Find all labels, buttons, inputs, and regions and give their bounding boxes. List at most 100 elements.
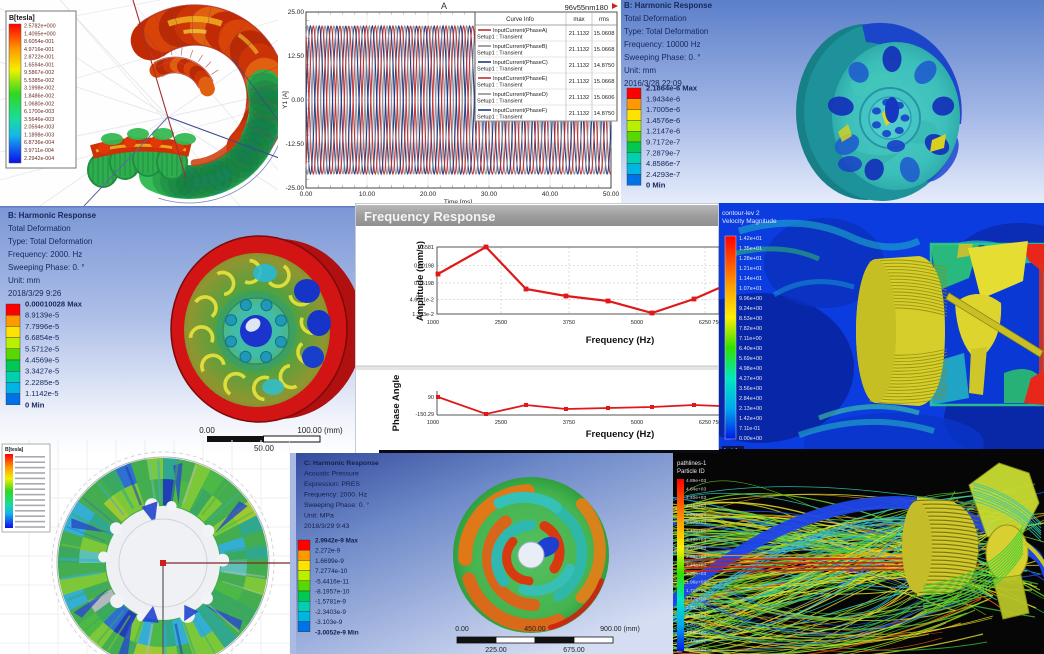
svg-text:0.00e+00: 0.00e+00 [686,647,706,653]
svg-text:9.96e+00: 9.96e+00 [739,296,762,302]
svg-text:2.9942e-9 Max: 2.9942e-9 Max [315,538,358,545]
svg-text:21.1132: 21.1132 [569,63,590,69]
svg-text:1.6581: 1.6581 [417,245,434,251]
svg-text:0.00010028 Max: 0.00010028 Max [25,300,83,309]
svg-text:20.00: 20.00 [420,191,437,198]
svg-text:2.1864e-6 Max: 2.1864e-6 Max [646,84,698,93]
svg-text:Sweeping Phase: 0. °: Sweeping Phase: 0. ° [304,501,369,509]
svg-text:0.00: 0.00 [455,626,469,633]
svg-text:7.82e+00: 7.82e+00 [739,326,762,332]
svg-text:96v55nm180: 96v55nm180 [565,3,608,12]
svg-text:1.1142e-5: 1.1142e-5 [25,389,59,398]
svg-text:Sweeping Phase: 0. °: Sweeping Phase: 0. ° [624,53,701,62]
svg-text:3.56e+00: 3.56e+00 [739,386,762,392]
svg-text:15.0668: 15.0668 [594,79,615,85]
svg-text:Velocity Magnitude: Velocity Magnitude [722,218,777,225]
svg-text:9.7172e-7: 9.7172e-7 [646,138,680,147]
svg-text:Type: Total Deformation: Type: Total Deformation [624,27,708,36]
svg-text:750: 750 [712,420,719,426]
svg-text:C: Harmonic Response: C: Harmonic Response [304,460,379,467]
svg-text:Acoustic Pressure: Acoustic Pressure [304,471,359,478]
svg-text:-12.50: -12.50 [286,141,305,148]
svg-text:12.50: 12.50 [288,53,305,60]
svg-text:3.67e+03: 3.67e+03 [686,520,706,526]
svg-text:1.71e+03: 1.71e+03 [686,588,706,594]
svg-text:0 Min: 0 Min [25,400,45,409]
svg-text:7.11e-01: 7.11e-01 [739,426,760,432]
svg-text:6.1700e-003: 6.1700e-003 [24,109,54,115]
svg-text:2.272e-9: 2.272e-9 [315,548,341,555]
svg-text:contour-lev 2: contour-lev 2 [722,210,760,217]
svg-text:21.1132: 21.1132 [569,95,590,101]
svg-text:0.50198: 0.50198 [414,264,434,270]
svg-text:2.20e+03: 2.20e+03 [686,571,706,577]
svg-text:Expression: PRES: Expression: PRES [304,481,360,488]
svg-text:1.9434e-6: 1.9434e-6 [646,94,680,103]
svg-text:0.00: 0.00 [199,426,215,435]
svg-text:225.00: 225.00 [485,647,507,654]
svg-text:3.42e+03: 3.42e+03 [686,529,706,535]
svg-text:1.4576e-6: 1.4576e-6 [646,116,680,125]
svg-text:0.00: 0.00 [291,97,304,104]
svg-text:15.0606: 15.0606 [594,95,615,101]
svg-text:Frequency: 2000. Hz: Frequency: 2000. Hz [304,492,368,499]
svg-text:-8.1957e-10: -8.1957e-10 [315,589,350,596]
svg-text:-5.4416e-11: -5.4416e-11 [315,578,349,585]
svg-text:Setup1 : Transient: Setup1 : Transient [477,99,523,105]
svg-text:5000: 5000 [631,420,643,426]
svg-text:8.53e+00: 8.53e+00 [739,316,762,322]
svg-text:Frequency: 2000. Hz: Frequency: 2000. Hz [8,250,82,259]
svg-text:4.4569e-5: 4.4569e-5 [25,356,59,365]
svg-text:1.42e+01: 1.42e+01 [739,236,762,242]
svg-text:Unit: MPa: Unit: MPa [304,513,334,520]
svg-text:50.00: 50.00 [254,444,275,453]
svg-text:B[tesla]: B[tesla] [9,15,35,22]
svg-text:Curve Info: Curve Info [506,17,534,23]
svg-text:3.3427e-5: 3.3427e-5 [25,367,59,376]
svg-text:3.5646e-003: 3.5646e-003 [24,117,54,123]
svg-text:-3.0052e-9 Min: -3.0052e-9 Min [315,629,359,636]
svg-text:Type: Total Deformation: Type: Total Deformation [8,237,92,246]
svg-text:InputCurrent(PhaseB): InputCurrent(PhaseB) [493,44,548,50]
svg-text:2.44e+02: 2.44e+02 [686,639,706,645]
svg-text:Setup1 : Transient: Setup1 : Transient [477,51,523,57]
svg-text:B[tesla]: B[tesla] [5,447,24,453]
svg-text:2.5782e+000: 2.5782e+000 [24,24,56,30]
svg-text:3750: 3750 [563,420,575,426]
svg-text:-1.5781e-9: -1.5781e-9 [315,599,346,606]
svg-text:-150.29: -150.29 [415,412,434,418]
svg-text:B: Harmonic Response: B: Harmonic Response [624,1,713,10]
svg-text:3.91e+03: 3.91e+03 [686,512,706,518]
svg-text:100.00 (mm): 100.00 (mm) [297,426,343,435]
svg-text:1.7005e-6: 1.7005e-6 [646,105,680,114]
svg-text:21.1132: 21.1132 [569,31,590,37]
svg-text:7.7996e-5: 7.7996e-5 [25,322,59,331]
svg-text:4.9716e-001: 4.9716e-001 [24,47,54,53]
svg-text:0.00e+00: 0.00e+00 [739,436,762,442]
svg-text:3750: 3750 [563,320,575,326]
svg-text:1.393e-2: 1.393e-2 [412,312,434,318]
svg-text:1.0680e-002: 1.0680e-002 [24,101,54,107]
svg-text:1000: 1000 [427,320,439,326]
svg-text:675.00: 675.00 [563,647,585,654]
svg-text:25.00: 25.00 [288,9,305,16]
svg-text:Setup1 : Transient: Setup1 : Transient [477,83,523,89]
svg-text:4.16e+03: 4.16e+03 [686,503,706,509]
svg-text:max: max [573,17,584,23]
svg-text:A: A [441,1,447,11]
svg-text:Setup1 : Transient: Setup1 : Transient [477,35,523,41]
svg-text:pathlines-1: pathlines-1 [677,461,707,467]
svg-text:0.15198: 0.15198 [414,281,434,287]
svg-text:1000: 1000 [427,420,439,426]
svg-text:6.6854e-5: 6.6854e-5 [25,333,59,342]
svg-text:1.21e+01: 1.21e+01 [739,266,762,272]
svg-text:2.84e+00: 2.84e+00 [739,396,762,402]
svg-text:Particle ID: Particle ID [677,469,705,475]
svg-text:Y1 [A]: Y1 [A] [282,91,289,109]
svg-text:InputCurrent(PhaseA): InputCurrent(PhaseA) [493,28,548,34]
svg-text:2.2285e-5: 2.2285e-5 [25,378,59,387]
svg-text:1.1898e-003: 1.1898e-003 [24,132,54,138]
svg-text:9.78e+02: 9.78e+02 [686,613,706,619]
svg-text:6250: 6250 [699,320,711,326]
svg-text:5.5385e-002: 5.5385e-002 [24,78,54,84]
